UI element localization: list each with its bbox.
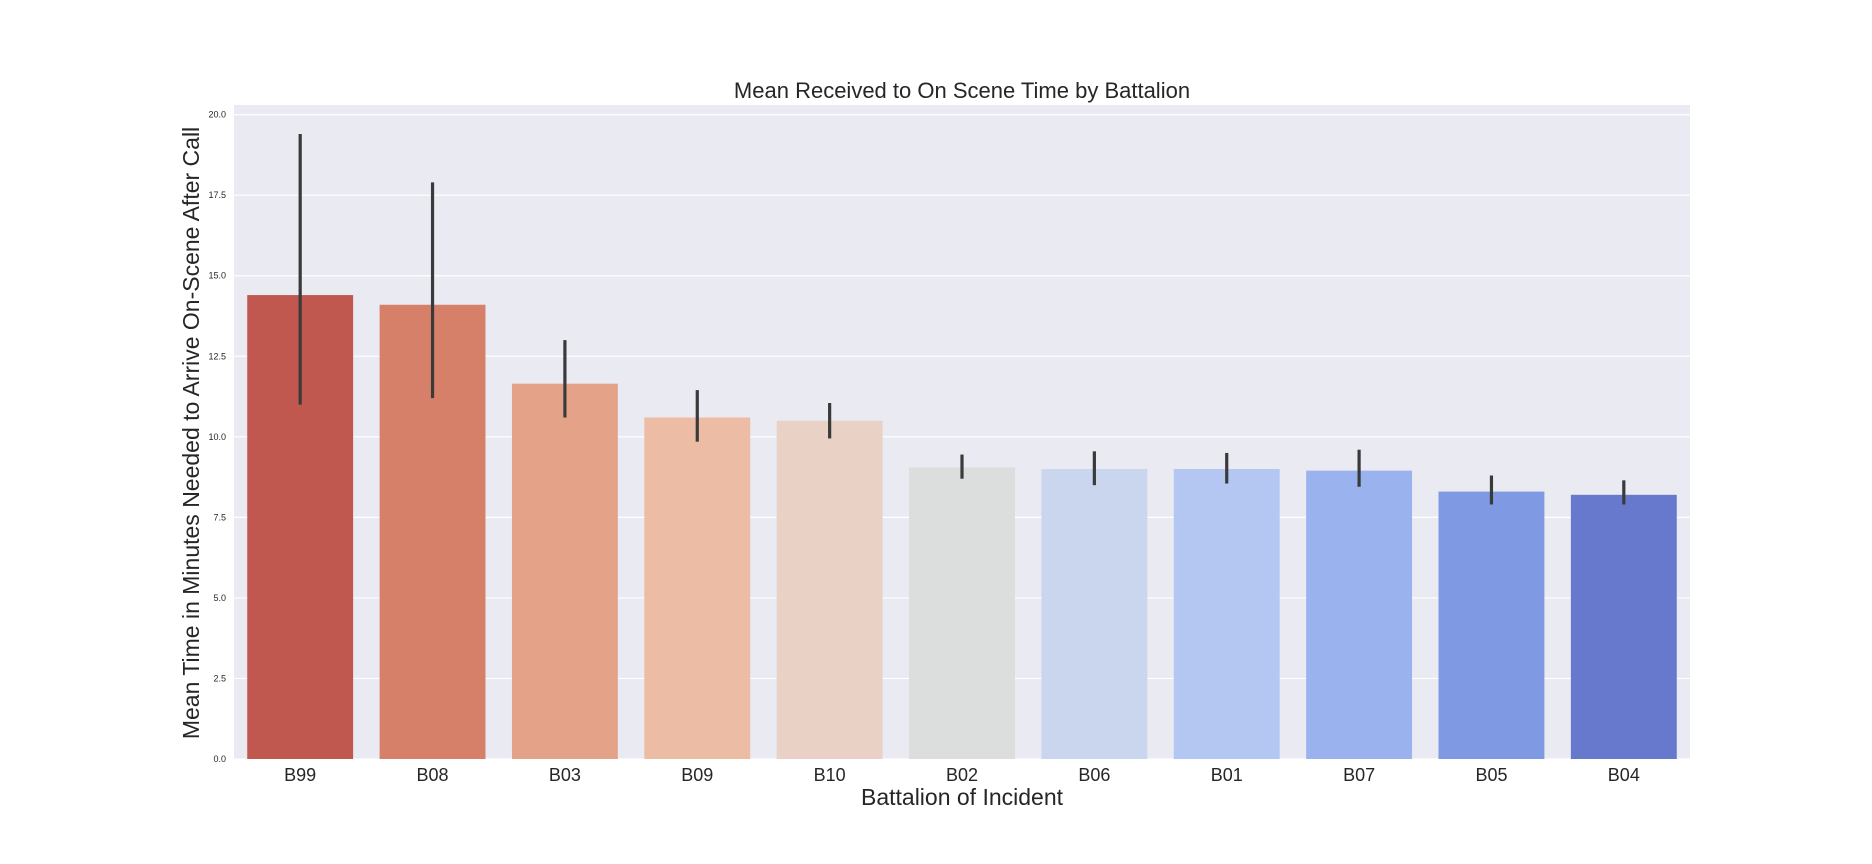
x-tick-label: B06 bbox=[1078, 765, 1110, 785]
x-tick-label: B10 bbox=[814, 765, 846, 785]
x-tick-label: B07 bbox=[1343, 765, 1375, 785]
y-tick-label: 2.5 bbox=[213, 673, 226, 683]
bar-b07 bbox=[1306, 470, 1413, 759]
x-tick-label: B99 bbox=[284, 765, 316, 785]
y-axis-label: Mean Time in Minutes Needed to Arrive On… bbox=[178, 127, 204, 739]
y-tick-label: 0.0 bbox=[213, 754, 226, 764]
y-tick-label: 10.0 bbox=[208, 432, 226, 442]
y-tick-label: 7.5 bbox=[213, 512, 226, 522]
y-tick-labels: 0.0 2.5 5.0 7.5 10.0 12.5 15.0 17.5 20.0 bbox=[208, 110, 226, 764]
x-tick-label: B02 bbox=[946, 765, 978, 785]
bar-b05 bbox=[1438, 491, 1545, 759]
y-tick-label: 5.0 bbox=[213, 593, 226, 603]
x-tick-labels: B99 B08 B03 B09 B10 B02 B06 B01 B07 B05 B04 bbox=[284, 765, 1640, 785]
x-tick-label: B03 bbox=[549, 765, 581, 785]
y-tick-label: 20.0 bbox=[208, 110, 226, 120]
x-tick-label: B08 bbox=[417, 765, 449, 785]
y-tick-label: 12.5 bbox=[208, 351, 226, 361]
x-tick-label: B09 bbox=[681, 765, 713, 785]
bar-b02 bbox=[909, 467, 1015, 759]
bars bbox=[247, 295, 1677, 759]
chart-title: Mean Received to On Scene Time by Battal… bbox=[734, 78, 1190, 103]
x-tick-label: B05 bbox=[1475, 765, 1507, 785]
bar-b09 bbox=[644, 417, 751, 759]
error-bars bbox=[298, 133, 1626, 505]
x-tick-label: B04 bbox=[1608, 765, 1640, 785]
bar-b04 bbox=[1570, 494, 1677, 759]
bar-b10 bbox=[776, 420, 883, 759]
bar-b03 bbox=[511, 383, 618, 759]
bar-b06 bbox=[1041, 469, 1148, 759]
bar-b01 bbox=[1173, 469, 1280, 759]
y-tick-label: 17.5 bbox=[208, 190, 226, 200]
x-tick-label: B01 bbox=[1211, 765, 1243, 785]
x-axis-label: Battalion of Incident bbox=[861, 784, 1064, 810]
y-tick-label: 15.0 bbox=[208, 271, 226, 281]
